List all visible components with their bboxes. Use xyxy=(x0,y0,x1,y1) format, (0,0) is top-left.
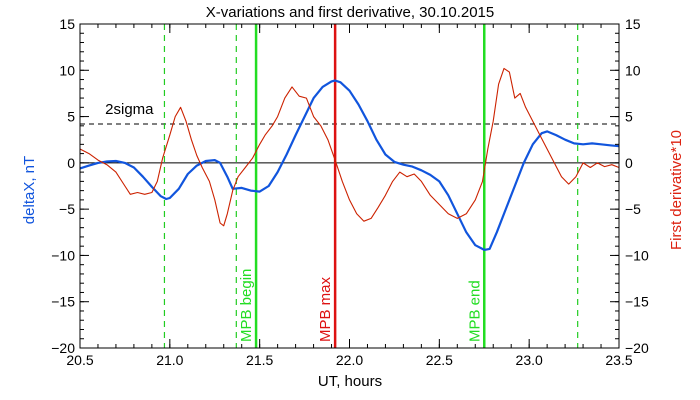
y-tick-label-right-2: 5 xyxy=(625,109,633,125)
marker-label-4: MPB end xyxy=(466,280,483,342)
marker-label-3: MPB max xyxy=(317,276,334,342)
series-line-1 xyxy=(79,67,620,227)
x-tick-label-4: 22.5 xyxy=(426,352,453,368)
y-tick-label-left-2: 5 xyxy=(67,109,75,125)
series-line-0 xyxy=(79,79,620,251)
y-tick-label-right-7: −20 xyxy=(625,340,649,356)
y-axis-label-left: deltaX, nT xyxy=(21,156,38,224)
y-axis-label-right: First derivative*10 xyxy=(668,130,685,250)
y-tick-label-left-4: −5 xyxy=(59,201,75,217)
y-tick-label-left-7: −20 xyxy=(51,340,75,356)
y-tick-label-left-3: 0 xyxy=(67,155,75,171)
y-tick-label-right-0: 15 xyxy=(625,16,641,32)
threshold-label: 2sigma xyxy=(105,101,154,118)
plot-layer: 2sigma xyxy=(80,101,619,164)
x-tick-label-5: 23.0 xyxy=(516,352,543,368)
y-tick-label-left-6: −15 xyxy=(51,294,75,310)
y-tick-label-left-0: 15 xyxy=(59,16,75,32)
y-tick-label-right-4: −5 xyxy=(625,201,641,217)
y-tick-label-right-6: −15 xyxy=(625,294,649,310)
x-tick-label-0: 20.5 xyxy=(66,352,93,368)
series-layer xyxy=(79,67,620,251)
chart-title: X-variations and first derivative, 30.10… xyxy=(206,4,495,21)
axis-layer: 20.5 21.0 21.5 22.0 22.5 23.0 23.5 15 15 10 10 5 5 0 0… xyxy=(51,16,649,368)
x-tick-label-1: 21.0 xyxy=(156,352,183,368)
y-tick-label-left-5: −10 xyxy=(51,247,75,263)
x-tick-label-6: 23.5 xyxy=(605,352,632,368)
x-tick-label-2: 21.5 xyxy=(246,352,273,368)
marker-layer: MPB begin MPB max MPB end xyxy=(163,24,579,348)
plot-frame xyxy=(79,23,620,349)
y-tick-label-left-1: 10 xyxy=(59,62,75,78)
marker-label-2: MPB begin xyxy=(238,269,255,342)
y-tick-label-right-5: −10 xyxy=(625,247,649,263)
y-tick-label-right-1: 10 xyxy=(625,62,641,78)
x-axis-label: UT, hours xyxy=(318,373,382,390)
x-tick-label-3: 22.0 xyxy=(336,352,363,368)
y-tick-label-right-3: 0 xyxy=(625,155,633,171)
